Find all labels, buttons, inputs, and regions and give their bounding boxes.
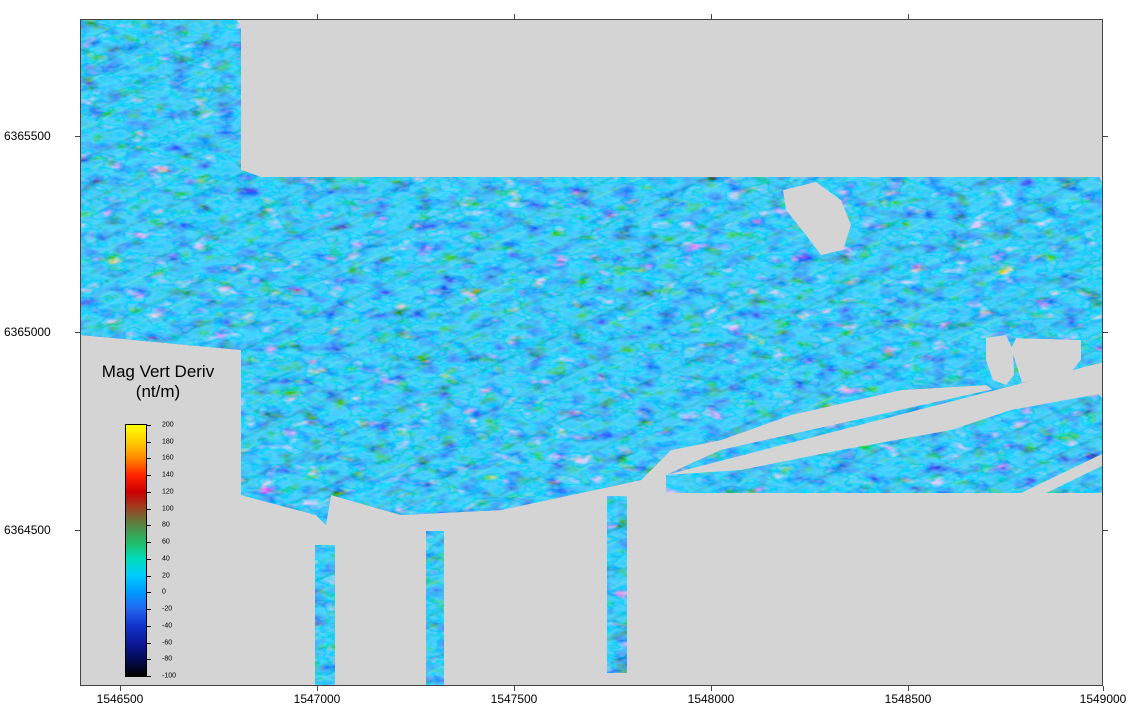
x-tick-label: 1549000 (1079, 692, 1127, 706)
color-scale-label: -80 (162, 655, 173, 663)
color-scale-label: 80 (162, 521, 170, 529)
x-tick-label: 1546500 (96, 692, 144, 706)
color-scale-label: 180 (162, 438, 174, 446)
survey-lines (315, 496, 627, 685)
legend-title: Mag Vert Deriv (nt/m) (88, 362, 228, 402)
color-scale-label: 0 (162, 588, 166, 596)
survey-coverage (81, 20, 1102, 525)
color-scale-label: -100 (162, 672, 177, 680)
color-scale-label: 20 (162, 572, 170, 580)
y-tick-right (1103, 136, 1108, 137)
color-scale-tick (147, 609, 151, 611)
color-scale-label: 100 (162, 505, 174, 513)
color-scale-tick (147, 525, 151, 527)
y-tick-right (1103, 332, 1108, 333)
y-tick (75, 530, 80, 531)
x-tick-label: 1547000 (293, 692, 341, 706)
x-tick (711, 686, 712, 691)
x-tick-label: 1547500 (490, 692, 538, 706)
color-scale-tick (147, 592, 151, 594)
color-scale-label: -40 (162, 622, 173, 630)
color-scale-tick (147, 458, 151, 460)
color-scale-tick (147, 475, 151, 477)
y-tick-label: 6364500 (4, 523, 51, 537)
y-tick-right (1103, 530, 1108, 531)
x-tick-top (514, 14, 515, 19)
data-gap (986, 335, 1014, 385)
y-tick (75, 136, 80, 137)
x-tick-top (711, 14, 712, 19)
data-gap (783, 182, 851, 255)
x-tick (908, 686, 909, 691)
x-tick-top (908, 14, 909, 19)
color-scale-label: 120 (162, 488, 174, 496)
y-tick-label: 6365500 (4, 129, 51, 143)
color-scale-label: 140 (162, 471, 174, 479)
color-scale-tick (147, 625, 151, 627)
color-scale-tick (147, 425, 151, 426)
legend-title-line1: Mag Vert Deriv (101, 362, 215, 381)
y-tick-label: 6365000 (4, 325, 51, 339)
color-scale-tick (147, 558, 151, 560)
color-scale-label: 200 (162, 421, 174, 429)
color-scale-label: 160 (162, 454, 174, 462)
color-scale-tick (147, 659, 151, 661)
color-scale-tick (147, 542, 151, 544)
color-scale-label: 40 (162, 555, 170, 563)
survey-map (81, 20, 1102, 685)
color-scale-tick (147, 676, 151, 677)
color-scale-tick (147, 508, 151, 510)
y-tick (75, 332, 80, 333)
color-scale-tick (147, 575, 151, 577)
color-scale-tick (147, 441, 151, 443)
color-scale-tick (147, 642, 151, 644)
color-scale-label: -20 (162, 605, 173, 613)
x-tick-label: 1548500 (884, 692, 932, 706)
x-tick-label: 1548000 (687, 692, 735, 706)
x-tick (120, 686, 121, 691)
x-tick-top (317, 14, 318, 19)
x-tick (1103, 686, 1104, 691)
color-scale-tick (147, 491, 151, 493)
x-tick (514, 686, 515, 691)
map-frame[interactable] (80, 19, 1103, 686)
color-scale-bar (125, 424, 147, 677)
color-scale-label: 60 (162, 538, 170, 546)
legend-title-line2: (nt/m) (135, 382, 181, 401)
x-tick (317, 686, 318, 691)
color-scale-label: -60 (162, 639, 173, 647)
